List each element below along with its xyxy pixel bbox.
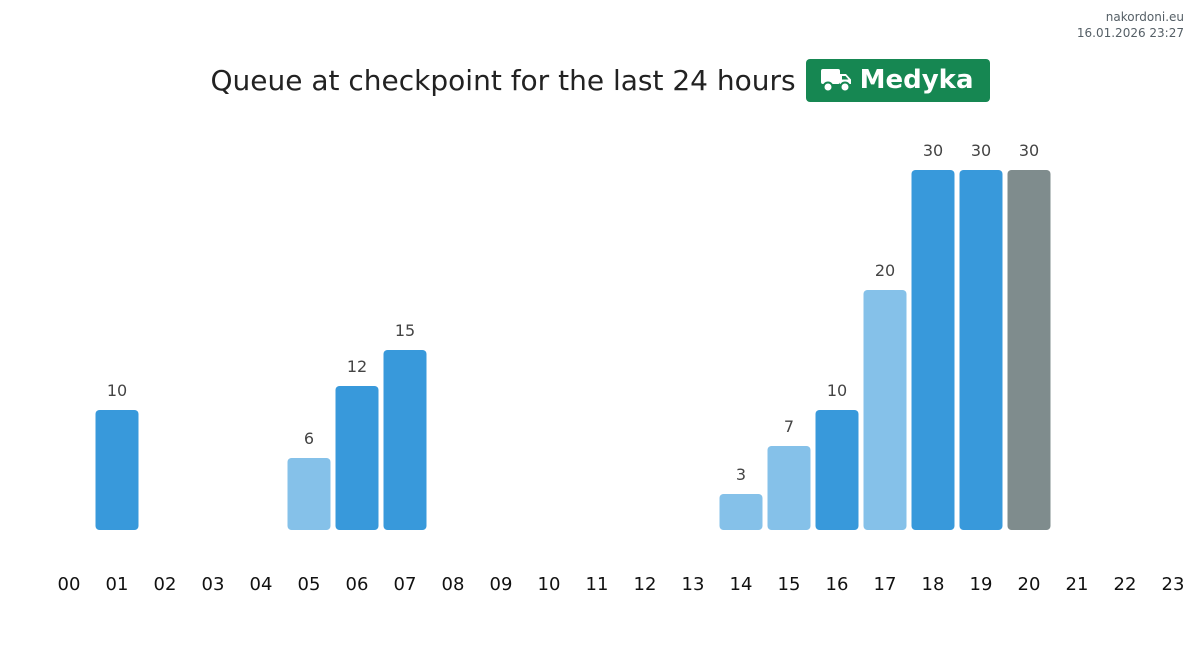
x-tick-label: 17 [874, 574, 897, 595]
x-tick-label: 01 [106, 574, 129, 595]
bar-value-label: 15 [395, 321, 415, 340]
bar-value-label: 6 [304, 429, 314, 448]
x-tick-label: 12 [634, 574, 657, 595]
x-tick-label: 03 [202, 574, 225, 595]
x-tick-label: 19 [970, 574, 993, 595]
bar-hour-05[interactable] [287, 458, 331, 530]
truck-icon [820, 69, 851, 93]
x-tick-label: 20 [1018, 574, 1041, 595]
bar-hour-16[interactable] [815, 410, 859, 530]
timestamp: 16.01.2026 23:27 [1076, 26, 1184, 40]
bar-hour-01[interactable] [95, 410, 139, 530]
header-meta: nakordoni.eu 16.01.2026 23:27 [1077, 9, 1184, 41]
x-tick-label: 13 [682, 574, 705, 595]
bar-value-label: 3 [736, 465, 746, 484]
x-tick-label: 18 [922, 574, 945, 595]
x-tick-label: 00 [58, 574, 81, 595]
bar-hour-19[interactable] [959, 170, 1003, 530]
bar-value-label: 10 [107, 381, 127, 400]
bar-hour-18[interactable] [911, 170, 955, 530]
bar-value-label: 10 [827, 381, 847, 400]
bar-value-label: 30 [971, 141, 991, 160]
bar-hour-06[interactable] [335, 386, 379, 530]
chart-title: Queue at checkpoint for the last 24 hour… [210, 63, 796, 97]
x-tick-label: 21 [1066, 574, 1089, 595]
x-tick-label: 06 [346, 574, 369, 595]
bar-value-label: 12 [347, 357, 367, 376]
x-tick-label: 05 [298, 574, 321, 595]
chart-header: Queue at checkpoint for the last 24 hour… [0, 58, 1200, 102]
bar-value-label: 30 [1019, 141, 1039, 160]
x-tick-label: 15 [778, 574, 801, 595]
x-tick-label: 07 [394, 574, 417, 595]
bar-value-label: 20 [875, 261, 895, 280]
x-tick-label: 16 [826, 574, 849, 595]
x-tick-label: 10 [538, 574, 561, 595]
bar-hour-17[interactable] [863, 290, 907, 530]
x-tick-label: 08 [442, 574, 465, 595]
site-name[interactable]: nakordoni.eu [1105, 10, 1184, 24]
x-tick-label: 04 [250, 574, 273, 595]
x-tick-label: 11 [586, 574, 609, 595]
bar-hour-15[interactable] [767, 446, 811, 530]
bar-value-label: 30 [923, 141, 943, 160]
bar-hour-20[interactable] [1007, 170, 1051, 530]
checkpoint-name: Medyka [859, 65, 974, 95]
x-tick-label: 23 [1162, 574, 1185, 595]
x-tick-label: 02 [154, 574, 177, 595]
x-tick-label: 09 [490, 574, 513, 595]
x-tick-label: 14 [730, 574, 753, 595]
bar-value-label: 7 [784, 417, 794, 436]
checkpoint-badge[interactable]: Medyka [805, 58, 990, 102]
bar-hour-07[interactable] [383, 350, 427, 530]
bar-hour-14[interactable] [719, 494, 763, 530]
x-tick-label: 22 [1114, 574, 1137, 595]
